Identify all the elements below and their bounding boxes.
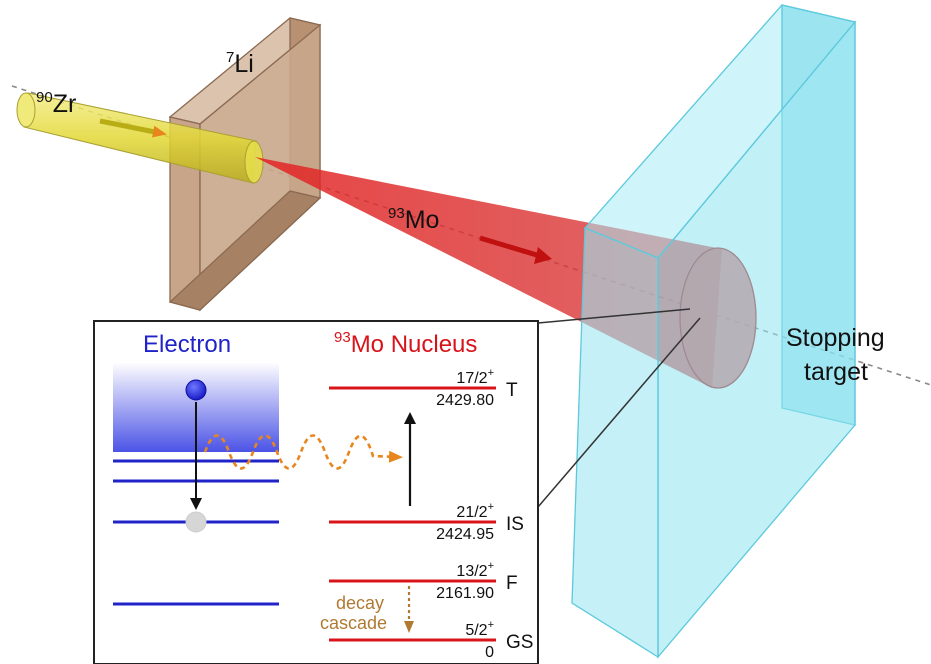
nuclear-level-energy-f: 2161.90 [436, 585, 494, 602]
recoil-direction-arrow [479, 235, 541, 259]
virtual-photon-wave [203, 434, 403, 470]
nuclear-level-spin-t: 17/2+ [456, 367, 494, 387]
nuclear-levels: 17/2+ 2429.80 T 21/2+ 2424.95 IS 13/2+ 2161.90 F… [329, 367, 533, 661]
callout-line-lower [537, 317, 701, 508]
electron-title: Electron [143, 331, 231, 358]
zr-beam-label: 90Zr [36, 89, 76, 118]
nuclear-level-energy-gs: 0 [485, 644, 494, 661]
nuclear-level-spin-gs: 5/2+ [465, 619, 494, 639]
nuclear-level-tag-f: F [506, 573, 518, 594]
stopping-target-slab [571, 4, 857, 659]
callout-line-upper [537, 308, 691, 324]
stopping-target-label-line-1: Stopping [786, 324, 885, 352]
nuclear-level-tag-is: IS [506, 514, 524, 535]
li-target-label: 7Li [226, 49, 254, 78]
decay-label-line-1: decay [336, 593, 384, 613]
zr-beam-cylinder [16, 92, 264, 184]
mo-product-label: 93Mo [388, 205, 439, 234]
nuclear-level-spin-is: 21/2+ [456, 501, 494, 521]
nuclear-level-tag-t: T [506, 380, 518, 401]
nuclear-level-tag-gs: GS [506, 632, 533, 653]
stopping-target-label-line-2: target [804, 358, 868, 386]
nuclear-level-spin-f: 13/2+ [456, 560, 494, 580]
electron-icon [185, 379, 207, 401]
decay-label-line-2: cascade [320, 613, 387, 633]
nucleus-title: 93Mo Nucleus [334, 329, 477, 358]
level-scheme-inset: Electron 93Mo Nucleus 17/2+ 2429.80 T 21/2+… [93, 320, 539, 664]
vacancy-icon [185, 511, 207, 533]
beam-direction-arrow [99, 118, 167, 138]
nuclear-level-energy-is: 2424.95 [436, 526, 494, 543]
nuclear-level-energy-t: 2429.80 [436, 392, 494, 409]
